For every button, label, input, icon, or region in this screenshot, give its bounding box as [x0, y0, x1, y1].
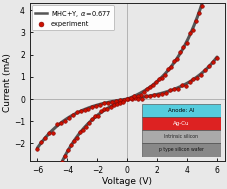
- Y-axis label: Current (mA): Current (mA): [3, 53, 12, 112]
- Legend: MHC+Y, $\alpha$ = 0.677, experiment: MHC+Y, $\alpha$ = 0.677, experiment: [32, 5, 114, 30]
- X-axis label: Voltage (V): Voltage (V): [102, 177, 151, 186]
